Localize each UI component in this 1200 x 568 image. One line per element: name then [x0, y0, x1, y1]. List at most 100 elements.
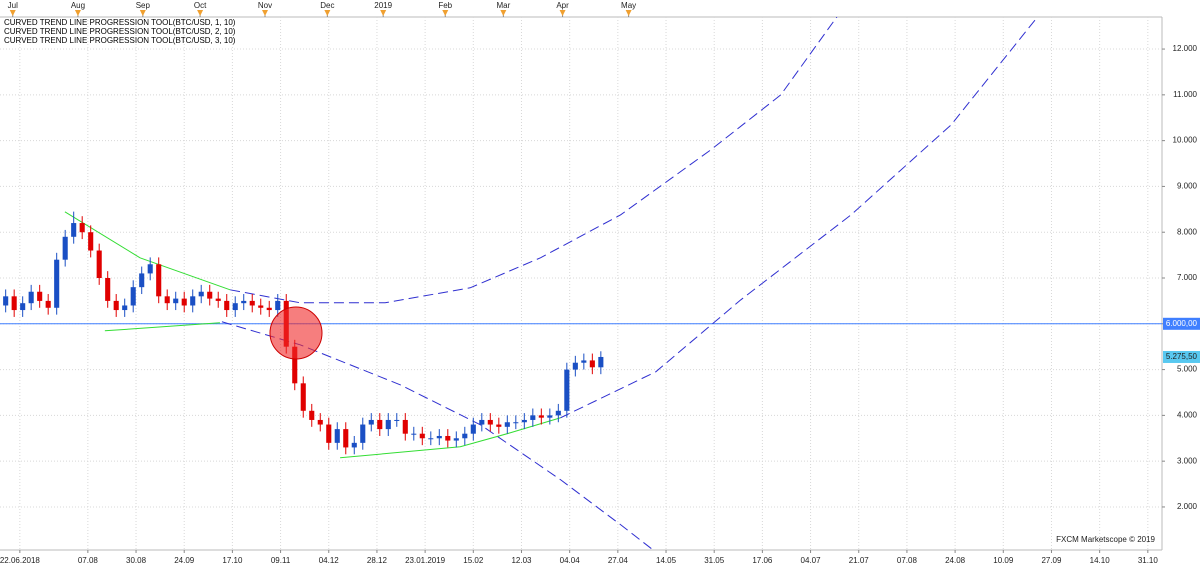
candle-body [326, 424, 332, 443]
candle-body [530, 415, 536, 420]
candle-body [428, 438, 434, 440]
candle-body [453, 438, 459, 441]
candle-body [538, 415, 544, 418]
candle-body [113, 300, 119, 311]
y-tick-label: 5.000 [1177, 365, 1198, 374]
indicator-label: CURVED TREND LINE PROGRESSION TOOL(BTC/U… [4, 27, 236, 36]
event-marker [500, 10, 507, 16]
candle-body [317, 419, 323, 425]
candle-body [521, 419, 527, 423]
x-tick-label: 30.08 [126, 556, 147, 565]
candle-body [139, 273, 145, 288]
candle-body [241, 300, 247, 304]
y-tick-label: 8.000 [1177, 227, 1198, 236]
top-tick-label: Aug [71, 1, 85, 10]
candle-body [71, 223, 77, 237]
event-marker [442, 10, 449, 16]
y-tick-label: 12.000 [1173, 44, 1198, 53]
candle-body [496, 424, 502, 427]
candle-body [572, 362, 578, 370]
trend-line [64, 211, 231, 291]
candle-body [11, 296, 17, 311]
candle-body [411, 433, 417, 435]
x-tick-label: 04.12 [319, 556, 340, 565]
watermark: FXCM Marketscope © 2019 [1056, 535, 1155, 544]
candle-body [207, 291, 213, 299]
candle-body [122, 305, 128, 311]
x-tick-label: 21.07 [849, 556, 870, 565]
trend-line [560, 17, 1039, 419]
indicator-label: CURVED TREND LINE PROGRESSION TOOL(BTC/U… [4, 18, 236, 27]
x-tick-label: 24.09 [174, 556, 195, 565]
indicator-label: CURVED TREND LINE PROGRESSION TOOL(BTC/U… [4, 36, 236, 45]
candle-body [419, 433, 425, 439]
candle-body [88, 232, 94, 251]
x-tick-label: 07.08 [897, 556, 918, 565]
event-marker [625, 10, 632, 16]
candle-body [28, 291, 34, 304]
plot-area [0, 17, 1162, 550]
candle-body [360, 424, 366, 443]
event-marker [380, 10, 387, 16]
x-tick-label: 04.07 [801, 556, 822, 565]
candle-body [555, 410, 561, 416]
candle-body [190, 296, 196, 306]
candle-body [385, 419, 391, 430]
candle-body [564, 369, 570, 411]
y-tick-label: 10.000 [1173, 136, 1198, 145]
candle-body [309, 410, 315, 420]
x-tick-label: 17.06 [752, 556, 773, 565]
candle-body [581, 360, 587, 363]
candle-body [445, 435, 451, 441]
candle-body [181, 298, 187, 306]
top-tick-label: Jul [8, 1, 18, 10]
candle-body [436, 435, 442, 439]
candle-body [249, 300, 255, 306]
candle-body [54, 259, 60, 308]
top-tick-label: Apr [556, 1, 569, 10]
x-tick-label: 31.10 [1138, 556, 1159, 565]
event-marker [559, 10, 566, 16]
candle-body [45, 300, 51, 308]
event-marker [197, 10, 204, 16]
top-tick-label: 2019 [374, 1, 392, 10]
candle-body [487, 419, 493, 425]
trend-line [230, 17, 838, 304]
candle-body [300, 383, 306, 411]
candle-body [334, 429, 340, 443]
candle-body [105, 278, 111, 301]
candle-body [164, 296, 170, 304]
candle-body [598, 356, 604, 368]
last-price-label: 5.275,50 [1166, 352, 1198, 361]
x-tick-label: 10.09 [993, 556, 1014, 565]
candle-body [156, 264, 162, 297]
candle-body [37, 291, 43, 301]
x-tick-label: 07.08 [78, 556, 99, 565]
candle-body [343, 429, 349, 448]
candle-body [462, 433, 468, 439]
candle-body [547, 415, 553, 418]
x-tick-label: 17.10 [222, 556, 243, 565]
top-tick-label: Sep [136, 1, 151, 10]
event-marker [74, 10, 81, 16]
candle-body [351, 442, 357, 448]
x-tick-label: 14.05 [656, 556, 677, 565]
x-tick-label: 24.08 [945, 556, 966, 565]
x-tick-label: 28.12 [367, 556, 388, 565]
trend-line [340, 417, 561, 459]
candle-body [224, 300, 230, 311]
y-tick-label: 7.000 [1177, 273, 1198, 282]
candle-body [479, 419, 485, 425]
event-marker [139, 10, 146, 16]
candle-body [96, 250, 102, 279]
candle-body [20, 303, 26, 311]
top-tick-label: Feb [438, 1, 452, 10]
trend-line [104, 322, 220, 332]
x-tick-label: 04.04 [560, 556, 581, 565]
y-tick-label: 2.000 [1177, 502, 1198, 511]
level-tag [1163, 317, 1200, 330]
candle-body [394, 419, 400, 421]
candle-body [232, 303, 238, 311]
